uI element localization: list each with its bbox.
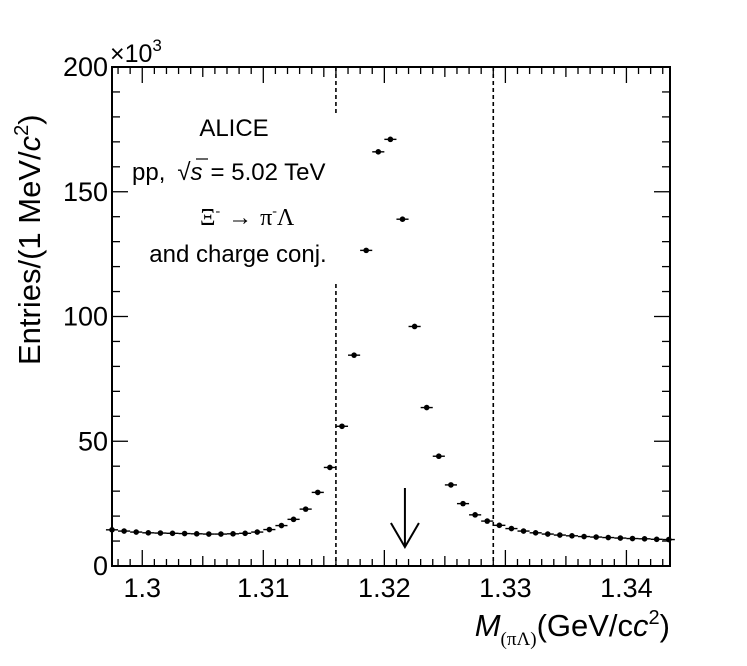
- y-tick-label: 100: [63, 302, 108, 332]
- data-point: [387, 136, 394, 143]
- data-point: [581, 533, 587, 540]
- y-multiplier-exp: 3: [152, 36, 161, 55]
- decay-arrow: →: [228, 205, 252, 231]
- data-point: [605, 534, 612, 541]
- data-point: [133, 529, 140, 535]
- axis-ticks: [112, 66, 670, 567]
- data-point: [411, 323, 418, 330]
- y-axis-title-sup: 2: [11, 125, 33, 136]
- data-point: [532, 530, 539, 536]
- data-point: [351, 352, 357, 358]
- annotation-sqrt-s: s: [191, 159, 203, 186]
- data-point: [230, 531, 236, 537]
- annotation-energy-pre: pp,: [132, 159, 165, 186]
- data-point: [423, 404, 430, 411]
- peak-arrow: [390, 488, 420, 549]
- data-point: [363, 247, 369, 254]
- y-axis-title-close: ): [12, 114, 47, 124]
- annotation-energy: pp, √s = 5.02 TeV: [132, 159, 326, 186]
- x-axis-title-unit: (GeV/c: [537, 608, 633, 643]
- data-point: [448, 482, 454, 488]
- decay-xi-minus: -: [215, 204, 220, 219]
- data-point: [278, 522, 285, 529]
- data-point: [665, 536, 672, 543]
- y-multiplier: ×103: [110, 36, 162, 68]
- data-point: [520, 528, 527, 534]
- data-point: [617, 535, 624, 541]
- data-point: [629, 535, 636, 542]
- y-axis-title: Entries/(1 MeV/c2): [11, 114, 47, 365]
- data-point: [327, 464, 333, 471]
- data-point: [399, 216, 406, 222]
- data-points: [105, 136, 675, 543]
- data-point: [218, 531, 224, 537]
- arrow-head: [390, 522, 420, 549]
- data-point: [569, 533, 575, 539]
- annotation-sqrt-sign: √: [177, 159, 191, 186]
- decay-pi: π: [260, 205, 272, 231]
- data-point: [496, 522, 503, 529]
- data-point: [242, 530, 248, 537]
- data-point: [508, 525, 515, 532]
- x-axis-title: M(πΛ)(GeV/cc2): [475, 607, 670, 650]
- data-point: [544, 531, 551, 537]
- x-tick-label: 1.34: [600, 573, 653, 603]
- data-point: [339, 423, 345, 430]
- x-tick-label: 1.33: [479, 573, 532, 603]
- data-point: [181, 530, 188, 537]
- annotation-energy-post: = 5.02 TeV: [211, 159, 326, 186]
- x-axis-title-c: c: [633, 608, 649, 643]
- data-point: [145, 530, 152, 536]
- data-point: [193, 531, 200, 537]
- x-tick-label: 1.3: [123, 573, 161, 603]
- data-point: [109, 527, 115, 533]
- data-point: [593, 534, 599, 540]
- decay-pi-minus: -: [272, 204, 277, 219]
- data-point: [290, 516, 297, 523]
- data-point: [436, 453, 442, 460]
- annotation-decay: Ξ- → π-Λ: [200, 204, 295, 231]
- data-point: [302, 506, 309, 512]
- data-point: [484, 518, 491, 524]
- x-tick-label: 1.32: [358, 573, 411, 603]
- data-point: [460, 500, 466, 507]
- decay-lambda: Λ: [277, 205, 295, 231]
- y-tick-label: 200: [63, 52, 108, 82]
- x-axis-title-sup: 2: [649, 607, 660, 629]
- annotation-alice: ALICE: [199, 115, 268, 142]
- x-axis-title-close: ): [660, 608, 670, 643]
- data-point: [266, 526, 273, 533]
- y-tick-labels: 0 50 100 150 200: [63, 52, 108, 581]
- y-axis-title-main: Entries/(1 MeV/: [12, 151, 47, 365]
- data-point: [472, 512, 478, 518]
- y-tick-label: 0: [93, 551, 108, 581]
- y-tick-label: 50: [78, 426, 108, 456]
- data-point: [157, 530, 164, 536]
- data-point: [653, 536, 660, 543]
- y-tick-label: 150: [63, 177, 108, 207]
- y-multiplier-base: ×10: [110, 40, 152, 68]
- data-point: [169, 530, 176, 537]
- data-point: [314, 489, 321, 496]
- y-axis-title-c: c: [12, 135, 47, 151]
- x-tick-label: 1.31: [237, 573, 290, 603]
- data-point: [557, 532, 563, 538]
- data-point: [121, 528, 127, 534]
- data-point: [254, 529, 261, 535]
- x-axis-title-sub: (πΛ): [501, 629, 537, 650]
- x-tick-labels: 1.3 1.31 1.32 1.33 1.34: [123, 573, 652, 603]
- data-point: [206, 531, 212, 537]
- data-point: [375, 149, 382, 155]
- data-point: [641, 536, 648, 542]
- decay-xi: Ξ: [200, 205, 215, 231]
- selection-window-lines: [335, 67, 495, 566]
- x-axis-title-var: M: [475, 608, 501, 643]
- annotation-charge-conj: and charge conj.: [149, 241, 326, 268]
